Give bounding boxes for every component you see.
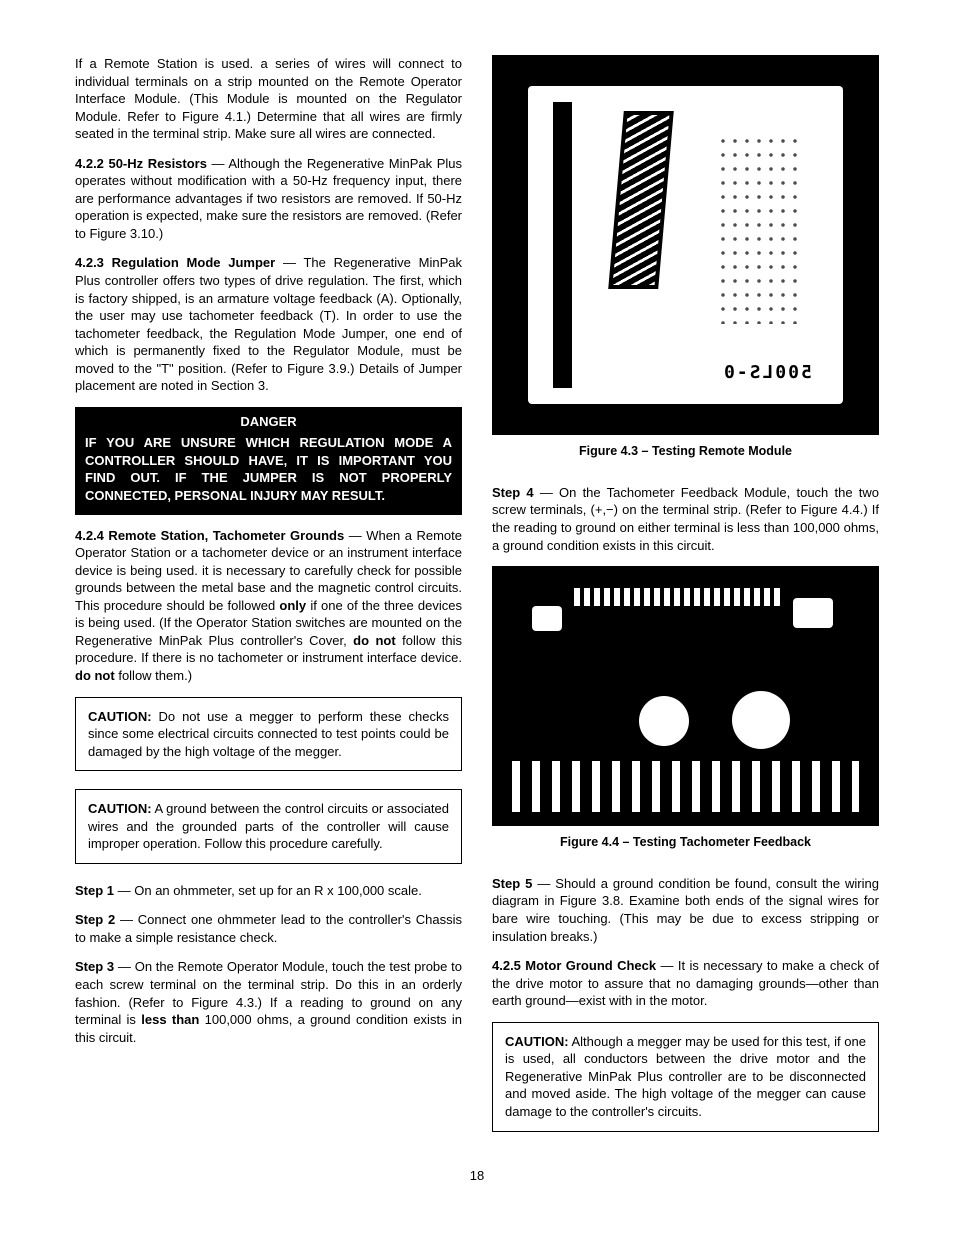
graphic-shape [639,696,689,746]
graphic-shape [512,761,859,813]
graphic-shape [532,606,562,631]
step-1-label: Step 1 [75,883,114,898]
step-5-body: — Should a ground condition be found, co… [492,876,879,944]
graphic-shape [793,598,833,628]
component-dots-graphic [717,134,805,325]
step-2-paragraph: Step 2 — Connect one ohmmeter lead to th… [75,911,462,946]
step-2-label: Step 2 [75,912,115,927]
figure-4-3: 500LS-0 [492,55,879,435]
figure-4-3-caption: Figure 4.3 – Testing Remote Module [492,443,879,460]
section-4-2-5-heading: 4.2.5 Motor Ground Check [492,958,656,973]
only-emphasis: only [279,598,306,613]
two-column-layout: If a Remote Station is used. a series of… [75,55,879,1132]
step-5-label: Step 5 [492,876,532,891]
step-3-paragraph: Step 3 — On the Remote Operator Module, … [75,958,462,1046]
step-4-label: Step 4 [492,485,534,500]
section-4-2-3: 4.2.3 Regulation Mode Jumper — The Regen… [75,254,462,394]
step-4-paragraph: Step 4 — On the Tachometer Feedback Modu… [492,484,879,554]
do-not-emphasis-2: do not [75,668,115,683]
step-5-paragraph: Step 5 — Should a ground condition be fo… [492,875,879,945]
circuit-board-image: 500LS-0 [528,86,843,404]
step-3-label: Step 3 [75,959,114,974]
graphic-shape [732,691,790,749]
section-4-2-2: 4.2.2 50-Hz Resistors — Although the Reg… [75,155,462,243]
board-edge-graphic [553,102,572,388]
graphic-shape [570,588,782,606]
left-column: If a Remote Station is used. a series of… [75,55,462,1132]
step-1-body: — On an ohmmeter, set up for an R x 100,… [114,883,422,898]
caution-box-2: CAUTION: A ground between the control ci… [75,789,462,864]
caution-box-1: CAUTION: Do not use a megger to perform … [75,697,462,772]
tachometer-image [493,567,878,825]
step-4-body: — On the Tachometer Feedback Module, tou… [492,485,879,553]
step-1-paragraph: Step 1 — On an ohmmeter, set up for an R… [75,882,462,900]
danger-callout: DANGER IF YOU ARE UNSURE WHICH REGULATIO… [75,407,462,515]
section-4-2-4-heading: 4.2.4 Remote Station, Tachometer Grounds [75,528,344,543]
danger-title: DANGER [85,413,452,431]
figure-4-4 [492,566,879,826]
page-number: 18 [75,1167,879,1185]
danger-body: IF YOU ARE UNSURE WHICH REGULATION MODE … [85,434,452,504]
step-2-body: — Connect one ohmmeter lead to the contr… [75,912,462,945]
caution-2-label: CAUTION: [88,801,152,816]
board-label-text: 500LS-0 [722,361,812,385]
section-4-2-4-text-d: follow them.) [115,668,192,683]
intro-paragraph: If a Remote Station is used. a series of… [75,55,462,143]
caution-box-3: CAUTION: Although a megger may be used f… [492,1022,879,1132]
figure-4-4-caption: Figure 4.4 – Testing Tachometer Feedback [492,834,879,851]
right-column: 500LS-0 Figure 4.3 – Testing Remote Modu… [492,55,879,1132]
section-4-2-4: 4.2.4 Remote Station, Tachometer Grounds… [75,527,462,685]
section-4-2-3-body: — The Regenerative MinPak Plus controlle… [75,255,462,393]
less-than-emphasis: less than [141,1012,199,1027]
caution-1-label: CAUTION: [88,709,152,724]
do-not-emphasis-1: do not [353,633,396,648]
caution-3-label: CAUTION: [505,1034,569,1049]
section-4-2-2-heading: 4.2.2 50-Hz Resistors [75,156,207,171]
terminal-strip-graphic [608,111,674,289]
section-4-2-3-heading: 4.2.3 Regulation Mode Jumper [75,255,275,270]
section-4-2-5: 4.2.5 Motor Ground Check — It is necessa… [492,957,879,1010]
